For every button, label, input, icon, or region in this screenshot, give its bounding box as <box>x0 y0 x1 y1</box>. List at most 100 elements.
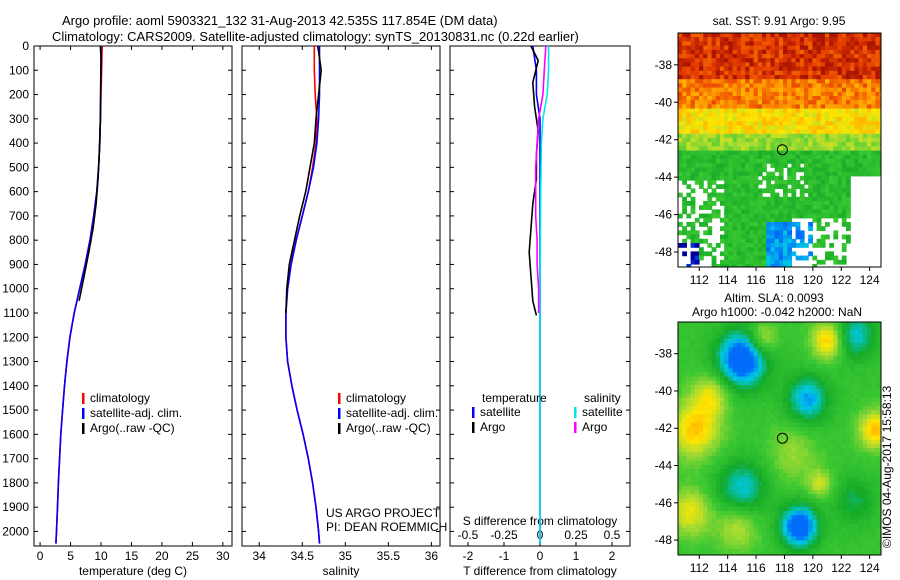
heatmap-cell <box>699 96 704 101</box>
heatmap-cell <box>724 414 729 420</box>
heatmap-cell <box>862 359 868 365</box>
heatmap-cell <box>741 226 746 231</box>
heatmap-cell <box>778 494 784 499</box>
heatmap-cell <box>720 264 725 267</box>
heatmap-cell <box>699 175 704 181</box>
heatmap-cell <box>833 100 839 105</box>
heatmap-cell <box>833 427 839 432</box>
heatmap-cell <box>728 96 734 101</box>
heatmap-cell <box>871 54 876 59</box>
heatmap-cell <box>732 96 738 101</box>
heatmap-cell <box>837 380 843 386</box>
heatmap-cell <box>795 431 801 436</box>
heatmap-cell <box>720 201 725 206</box>
heatmap-cell <box>724 473 729 478</box>
heatmap-cell <box>808 96 813 101</box>
heatmap-cell <box>816 376 822 382</box>
heatmap-cell <box>825 175 830 181</box>
heatmap-cell <box>762 334 767 340</box>
heatmap-cell <box>787 117 792 122</box>
heatmap-cell <box>867 385 872 390</box>
heatmap-cell <box>841 473 847 478</box>
heatmap-cell <box>871 364 876 369</box>
heatmap-cell <box>745 364 750 369</box>
heatmap-cell <box>741 490 746 495</box>
heatmap-cell <box>854 380 860 386</box>
heatmap-cell <box>745 334 750 340</box>
heatmap-cell <box>762 121 767 126</box>
heatmap-cell <box>879 485 881 491</box>
heatmap-cell <box>749 494 755 499</box>
heatmap-cell <box>686 380 692 386</box>
heatmap-cell <box>741 159 746 164</box>
heatmap-cell <box>841 523 847 529</box>
heatmap-cell <box>711 133 717 139</box>
heatmap-cell <box>791 104 797 110</box>
heatmap-cell <box>728 473 734 478</box>
heatmap-cell <box>774 322 780 327</box>
heatmap-cell <box>850 452 855 457</box>
heatmap-cell <box>837 435 843 441</box>
heatmap-cell <box>762 322 767 327</box>
heatmap-cell <box>770 418 776 424</box>
heatmap-cell <box>732 511 738 516</box>
heatmap-cell <box>678 100 683 105</box>
heatmap-cell <box>699 129 704 135</box>
heatmap-cell <box>694 435 700 441</box>
heatmap-cell <box>686 175 692 181</box>
heatmap-cell <box>728 104 734 110</box>
heatmap-cell <box>690 167 696 173</box>
heatmap-cell <box>749 230 755 236</box>
heatmap-cell <box>770 326 776 331</box>
heatmap-cell <box>783 121 788 126</box>
heatmap-cell <box>795 125 801 131</box>
heatmap-cell <box>787 494 792 499</box>
heatmap-cell <box>686 473 692 478</box>
heatmap-cell <box>724 49 729 55</box>
heatmap-cell <box>745 435 750 441</box>
heatmap-cell <box>682 427 687 432</box>
heatmap-cell <box>804 380 809 386</box>
heatmap-cell <box>808 70 813 76</box>
heatmap-cell <box>812 217 818 223</box>
heatmap-cell <box>829 251 834 257</box>
heatmap-cell <box>778 100 784 105</box>
heatmap-cell <box>787 243 792 248</box>
heatmap-cell <box>711 117 717 122</box>
heatmap-cell <box>690 209 696 215</box>
heatmap-cell <box>762 230 767 236</box>
heatmap-cell <box>778 380 784 386</box>
heatmap-cell <box>795 146 801 152</box>
heatmap-cell <box>867 506 872 512</box>
heatmap-cell <box>686 414 692 420</box>
heatmap-cell <box>825 506 830 512</box>
heatmap-cell <box>858 54 864 59</box>
heatmap-cell <box>736 192 742 198</box>
heatmap-cell <box>799 322 805 327</box>
heatmap-cell <box>833 154 839 160</box>
heatmap-cell <box>867 443 872 449</box>
heatmap-cell <box>804 167 809 173</box>
heatmap-cell <box>820 58 826 63</box>
heatmap-cell <box>757 523 763 529</box>
heatmap-cell <box>732 251 738 257</box>
heatmap-cell <box>799 238 805 244</box>
heatmap-cell <box>732 180 738 185</box>
heatmap-cell <box>682 519 687 525</box>
heatmap-cell <box>715 264 721 267</box>
heatmap-cell <box>846 117 851 122</box>
heatmap-cell <box>703 435 708 441</box>
heatmap-cell <box>762 481 767 487</box>
heatmap-cell <box>850 154 855 160</box>
heatmap-cell <box>850 515 855 520</box>
heatmap-cell <box>791 209 797 215</box>
heatmap-cell <box>707 230 713 236</box>
heatmap-cell <box>858 376 864 382</box>
heatmap-cell <box>749 58 755 63</box>
heatmap-cell <box>720 355 725 361</box>
heatmap-cell <box>703 96 708 101</box>
heatmap-cell <box>762 108 767 114</box>
heatmap-cell <box>833 96 839 101</box>
heatmap-cell <box>766 222 771 227</box>
heatmap-cell <box>694 376 700 382</box>
